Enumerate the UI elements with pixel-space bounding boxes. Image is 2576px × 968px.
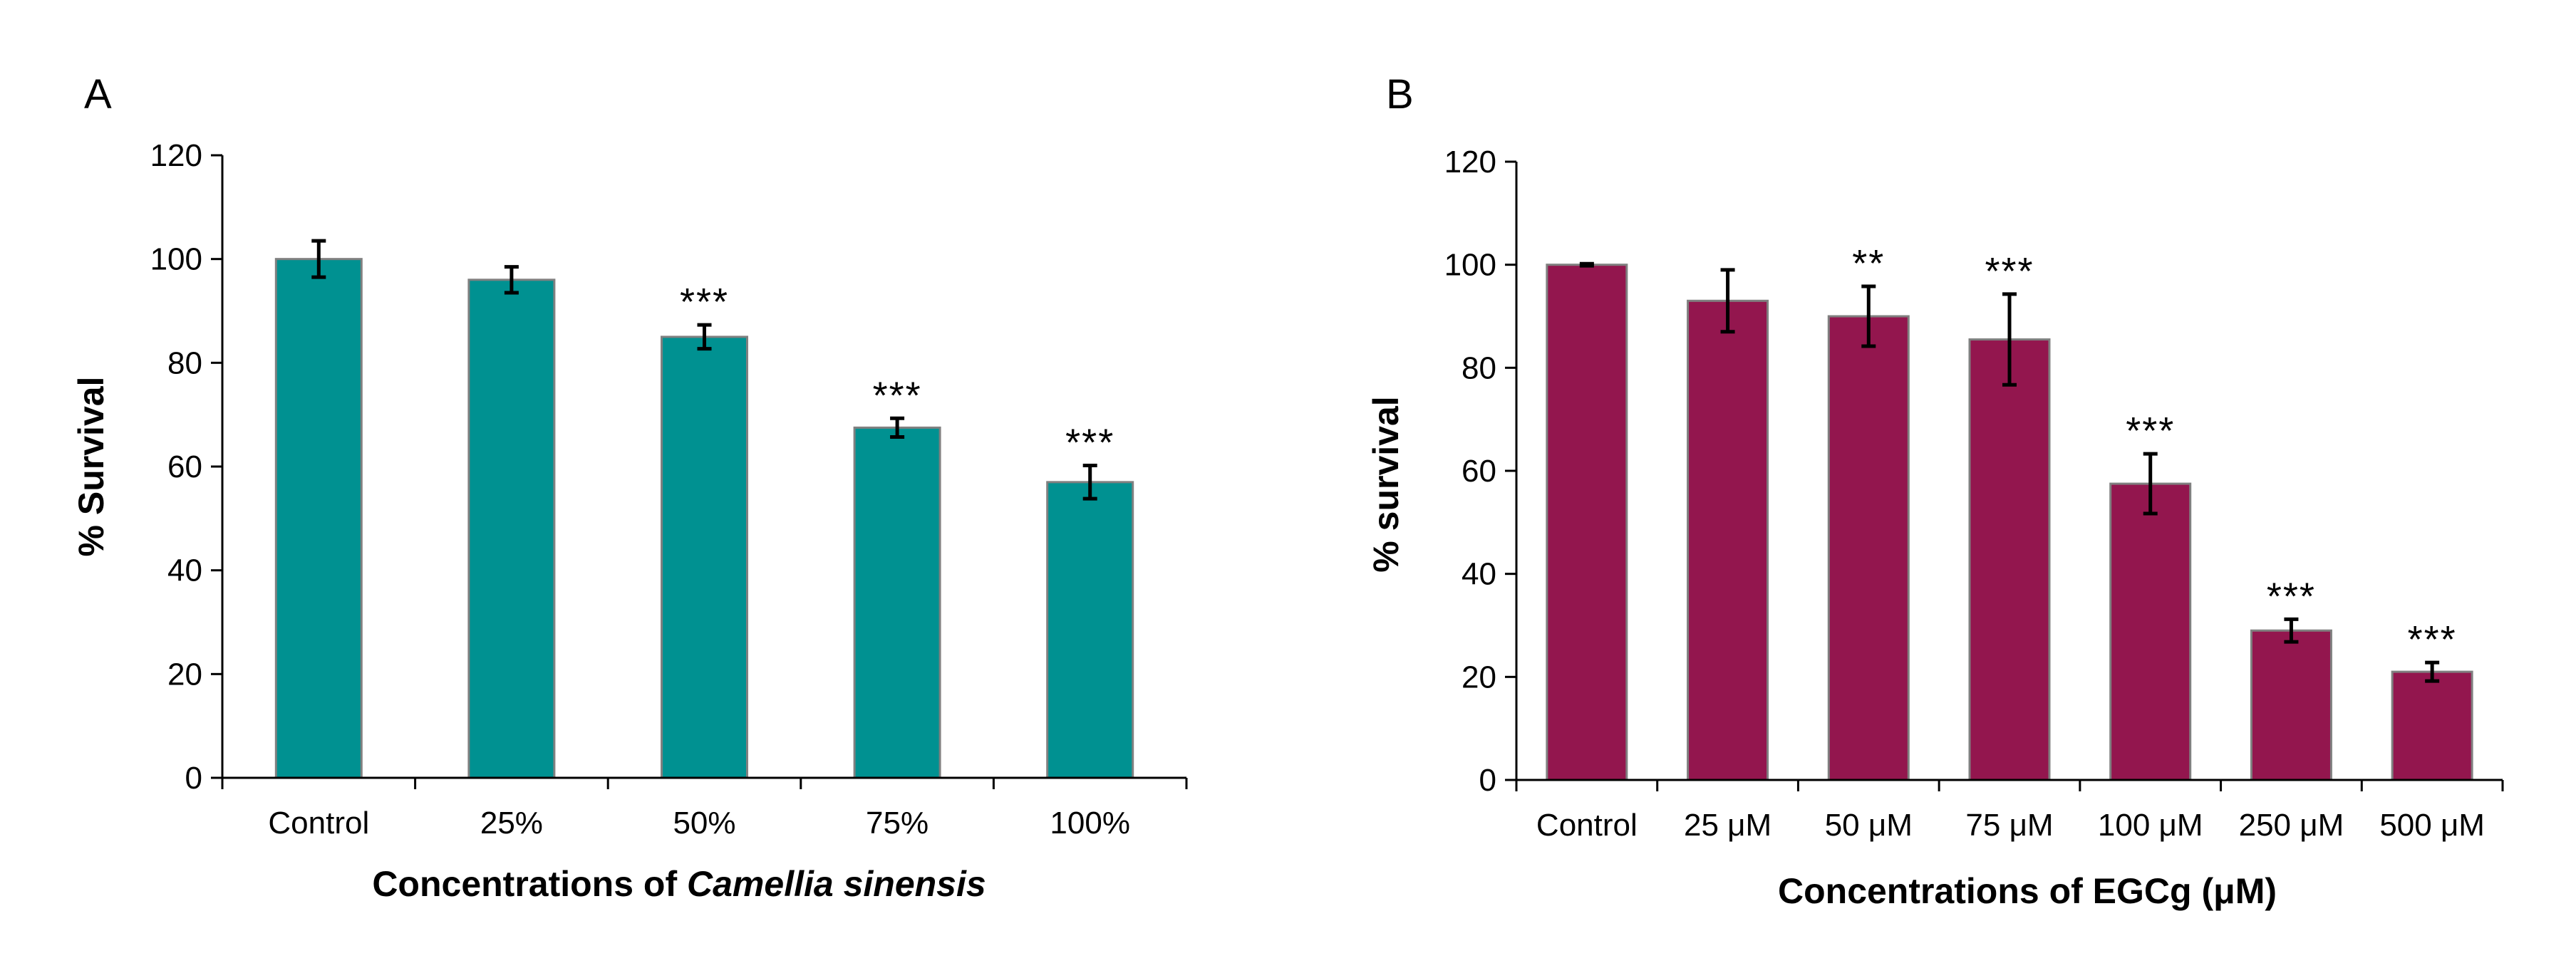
- chart-1-bar-4: [2109, 482, 2192, 781]
- chart-0-xtick-label-0: Control: [268, 806, 369, 841]
- chart-0-significance-2: ***: [680, 281, 729, 323]
- chart-1-xlabel: Concentrations of EGCg (μM): [1778, 871, 2277, 911]
- chart-1-xtick-label-1: 25 μM: [1684, 808, 1771, 843]
- chart-0-ylabel: % Survival: [71, 377, 111, 557]
- chart-0-xtick-label-2: 50%: [673, 806, 735, 841]
- panel-a-chart: A 0 20 40 60 80 100 120 Control 25% *** 50% *** 75% **…: [71, 71, 1188, 904]
- chart-0-bar-2: [661, 335, 748, 779]
- chart-1-ytick-label-1: 20: [1462, 660, 1496, 694]
- chart-0-xlabel: Concentrations of Camellia sinensis: [372, 864, 986, 904]
- panel-b-chart: B 0 20 40 60 80 100 120 Control 25 μM ** 50 μM *** 75…: [1366, 71, 2504, 911]
- chart-0-panel-label: A: [84, 71, 112, 118]
- chart-1-panel-label: B: [1386, 71, 1414, 118]
- chart-0-bar-1: [467, 279, 556, 779]
- chart-1-xtick-label-0: Control: [1536, 808, 1638, 843]
- chart-1-xtick-label-6: 500 μM: [2379, 808, 2485, 843]
- chart-1-ytick-label-6: 120: [1444, 145, 1496, 179]
- chart-0-ytick-label-1: 20: [167, 657, 202, 692]
- chart-0-ytick-label-2: 40: [167, 553, 202, 588]
- chart-1-significance-4: ***: [2126, 410, 2175, 452]
- chart-1-bar-1: [1687, 299, 1769, 781]
- chart-1-xtick-label-4: 100 μM: [2098, 808, 2203, 843]
- chart-0-xlabel-prefix: Concentrations of: [372, 864, 687, 904]
- chart-0-xtick-label-3: 75%: [866, 806, 929, 841]
- chart-1-bar-6: [2391, 670, 2473, 781]
- chart-1-ytick-label-5: 100: [1444, 248, 1496, 283]
- chart-1-ytick-label-2: 40: [1462, 557, 1496, 592]
- chart-1-significance-6: ***: [2408, 618, 2457, 661]
- chart-1-bar-0: [1546, 264, 1628, 781]
- chart-0-ytick-label-0: 0: [185, 761, 202, 796]
- chart-1-bar-2: [1827, 315, 1910, 781]
- chart-1-bar-5: [2250, 629, 2332, 781]
- chart-1-bar-3: [1968, 338, 2051, 781]
- chart-0-xtick-label-4: 100%: [1050, 806, 1130, 841]
- chart-0-bar-3: [853, 426, 941, 779]
- chart-1-significance-5: ***: [2267, 575, 2316, 618]
- chart-1-xtick-label-5: 250 μM: [2239, 808, 2344, 843]
- chart-0-ytick-label-4: 80: [167, 345, 202, 380]
- chart-0-significance-4: ***: [1065, 422, 1114, 464]
- chart-1-ytick-label-0: 0: [1479, 763, 1496, 798]
- chart-1-xtick-label-3: 75 μM: [1965, 808, 2053, 843]
- chart-0-xtick-label-1: 25%: [480, 806, 543, 841]
- chart-0-ytick-label-5: 100: [150, 242, 202, 277]
- chart-1-ylabel: % survival: [1366, 396, 1406, 572]
- chart-1-xtick-label-2: 50 μM: [1825, 808, 1913, 843]
- chart-1-significance-2: **: [1852, 242, 1885, 285]
- chart-1-ytick-label-4: 80: [1462, 350, 1496, 385]
- chart-1-ytick-label-3: 60: [1462, 454, 1496, 489]
- chart-0-significance-3: ***: [873, 374, 922, 417]
- chart-1-significance-3: ***: [1985, 250, 2034, 293]
- chart-0-bar-4: [1046, 481, 1134, 779]
- chart-0-ytick-label-6: 120: [150, 138, 202, 173]
- chart-0-bar-0: [274, 258, 363, 779]
- chart-0-xlabel-italic: Camellia sinensis: [687, 864, 986, 904]
- chart-0-ytick-label-3: 60: [167, 449, 202, 484]
